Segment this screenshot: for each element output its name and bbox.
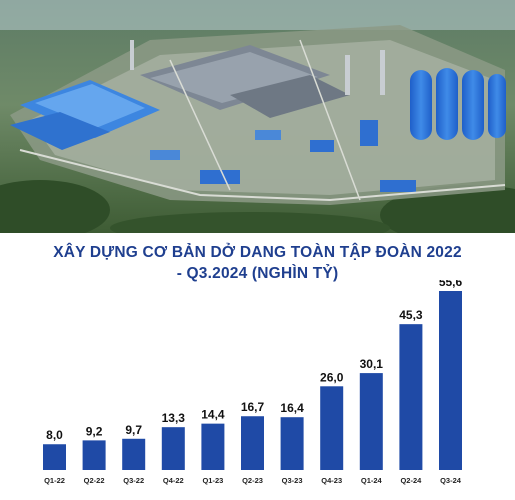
x-tick-q4-23: Q4-23 [321, 476, 342, 485]
chart-title-line-2: - Q3.2024 (NGHÌN TỶ) [176, 265, 339, 282]
x-tick-q2-24: Q2-24 [400, 476, 422, 485]
x-tick-q1-24: Q1-24 [361, 476, 383, 485]
bar-q4-23 [320, 386, 344, 470]
x-tick-q3-24: Q3-24 [440, 476, 462, 485]
industrial-complex-aerial-image [0, 0, 515, 233]
bar-q1-23 [201, 423, 225, 470]
bar-q4-22 [161, 427, 185, 470]
value-label-q2-24: 45,3 [399, 308, 423, 322]
bar-q2-22 [82, 440, 106, 470]
value-label-q3-24: 55,6 [439, 280, 463, 289]
bar-q2-24 [399, 324, 423, 470]
chart-title-line-1: XÂY DỰNG CƠ BẢN DỞ DANG TOÀN TẬP ĐOÀN 20… [53, 244, 462, 261]
bar-q1-22 [43, 444, 66, 470]
value-label-q1-22: 8,0 [46, 428, 63, 442]
bar-q2-23 [241, 416, 264, 470]
bar-q3-22 [122, 438, 146, 470]
value-label-q2-22: 9,2 [86, 424, 103, 438]
x-tick-q2-22: Q2-22 [84, 476, 105, 485]
x-tick-q2-23: Q2-23 [242, 476, 263, 485]
x-tick-q4-22: Q4-22 [163, 476, 184, 485]
bar-q1-24 [359, 373, 383, 470]
value-label-q4-22: 13,3 [162, 411, 186, 425]
value-label-q3-23: 16,4 [280, 401, 304, 415]
bar-chart: 8,0 Q1-22 9,2 Q2-22 9,7 Q3-22 13,3 Q4-22 14,4 Q1-… [43, 280, 463, 485]
bar-q3-23 [280, 417, 304, 470]
value-label-q4-23: 26,0 [320, 370, 344, 384]
value-label-q1-24: 30,1 [360, 357, 384, 371]
bar-q3-24 [439, 291, 462, 470]
x-tick-q3-22: Q3-22 [123, 476, 144, 485]
x-tick-q3-23: Q3-23 [282, 476, 303, 485]
value-label-q3-22: 9,7 [125, 423, 142, 437]
x-tick-q1-22: Q1-22 [44, 476, 65, 485]
value-label-q1-23: 14,4 [201, 408, 225, 422]
x-tick-q1-23: Q1-23 [202, 476, 223, 485]
chart-title: XÂY DỰNG CƠ BẢN DỞ DANG TOÀN TẬP ĐOÀN 20… [0, 242, 515, 284]
value-label-q2-23: 16,7 [241, 400, 265, 414]
